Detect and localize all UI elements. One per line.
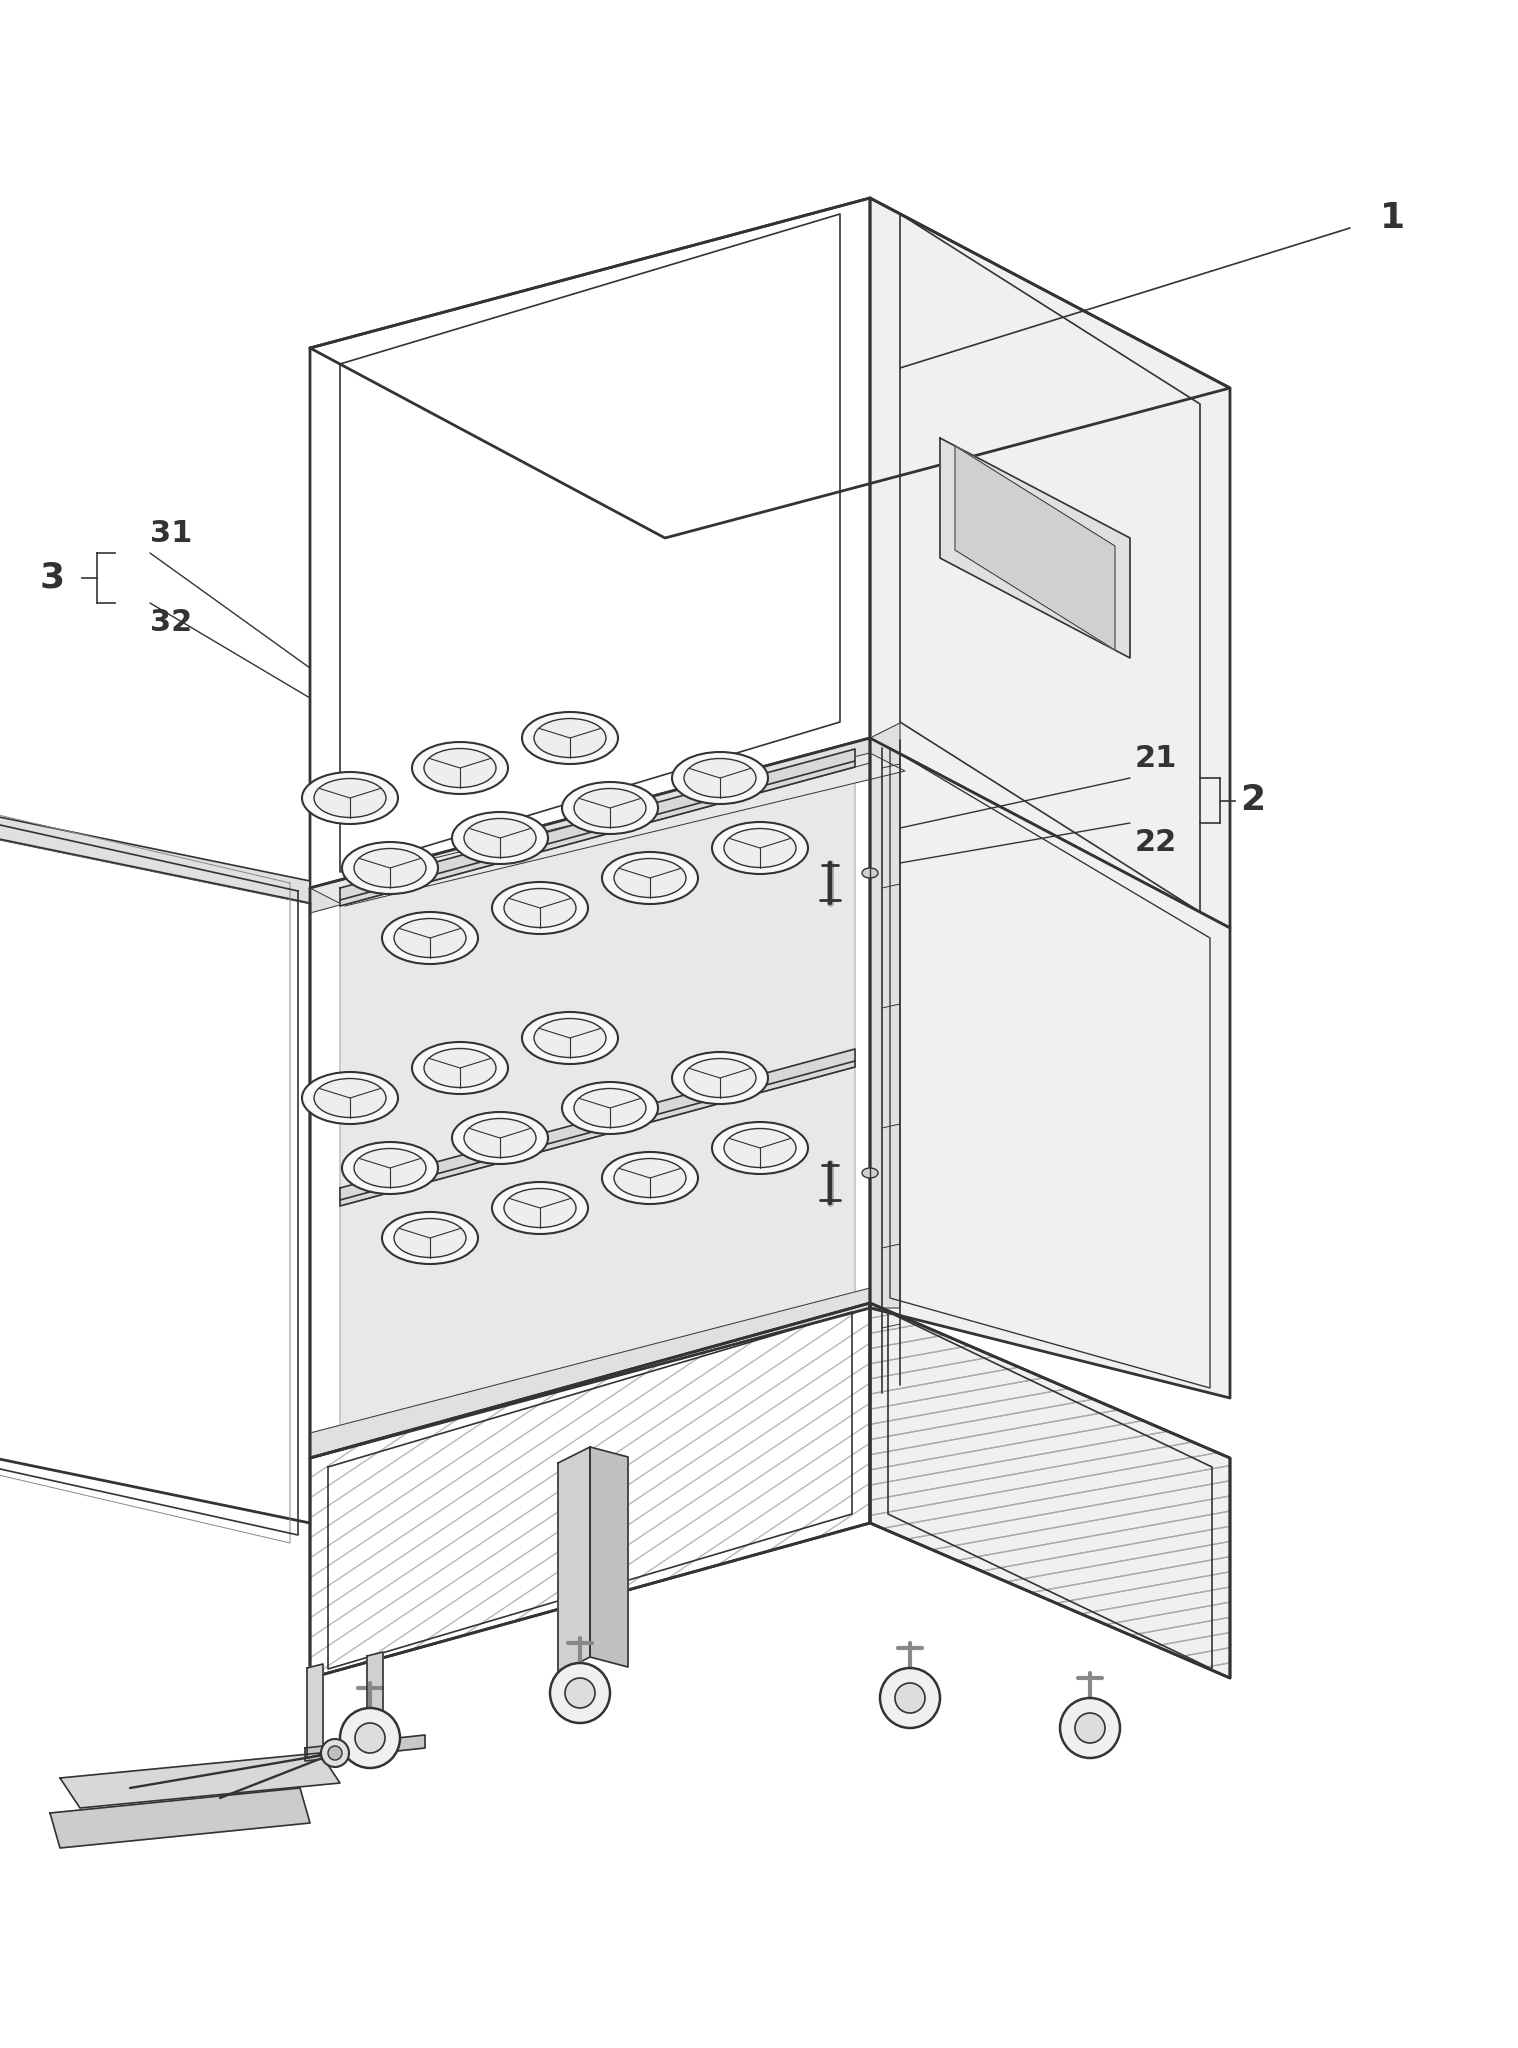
Circle shape [328, 1747, 342, 1759]
Polygon shape [870, 199, 1230, 928]
Ellipse shape [492, 883, 587, 934]
Ellipse shape [712, 1122, 808, 1174]
Polygon shape [340, 1049, 855, 1206]
Ellipse shape [534, 719, 606, 758]
Circle shape [550, 1663, 610, 1722]
Ellipse shape [862, 1167, 877, 1178]
Circle shape [320, 1739, 349, 1767]
Polygon shape [940, 438, 1129, 657]
Circle shape [880, 1667, 940, 1729]
Ellipse shape [613, 858, 686, 897]
Polygon shape [310, 737, 870, 913]
Polygon shape [955, 446, 1116, 649]
Text: 3: 3 [39, 561, 65, 596]
Text: 21: 21 [1135, 743, 1178, 772]
Ellipse shape [354, 1149, 427, 1188]
Ellipse shape [862, 868, 877, 879]
Ellipse shape [302, 772, 398, 823]
Polygon shape [61, 1753, 340, 1808]
Ellipse shape [574, 788, 647, 827]
Ellipse shape [395, 1219, 466, 1257]
Ellipse shape [314, 1079, 386, 1118]
Text: 22: 22 [1135, 827, 1178, 856]
Ellipse shape [302, 1071, 398, 1124]
Ellipse shape [712, 821, 808, 874]
Circle shape [565, 1677, 595, 1708]
Ellipse shape [504, 1188, 575, 1227]
Ellipse shape [342, 842, 439, 895]
Polygon shape [340, 750, 855, 905]
Ellipse shape [354, 848, 427, 887]
Ellipse shape [383, 1212, 478, 1264]
Ellipse shape [411, 1042, 509, 1094]
Ellipse shape [574, 1087, 647, 1128]
Ellipse shape [672, 752, 768, 805]
Ellipse shape [424, 1049, 496, 1087]
Polygon shape [870, 723, 900, 1309]
Text: 2: 2 [1240, 784, 1264, 817]
Ellipse shape [534, 1018, 606, 1057]
Ellipse shape [685, 1059, 756, 1098]
Polygon shape [50, 1788, 310, 1847]
Ellipse shape [424, 748, 496, 788]
Ellipse shape [685, 758, 756, 797]
Polygon shape [367, 1653, 383, 1747]
Ellipse shape [452, 811, 548, 864]
Ellipse shape [724, 829, 795, 868]
Text: 32: 32 [150, 608, 193, 637]
Polygon shape [310, 199, 1230, 539]
Ellipse shape [603, 852, 698, 903]
Ellipse shape [411, 741, 509, 795]
Ellipse shape [562, 782, 657, 834]
Ellipse shape [383, 911, 478, 965]
Ellipse shape [342, 1143, 439, 1194]
Ellipse shape [522, 1012, 618, 1065]
Polygon shape [310, 199, 870, 889]
Ellipse shape [522, 713, 618, 764]
Polygon shape [591, 1448, 628, 1667]
Ellipse shape [562, 1081, 657, 1135]
Ellipse shape [603, 1151, 698, 1204]
Ellipse shape [724, 1128, 795, 1167]
Polygon shape [307, 1663, 323, 1757]
Circle shape [1075, 1712, 1105, 1743]
Polygon shape [305, 1735, 425, 1761]
Polygon shape [870, 737, 1230, 1399]
Ellipse shape [492, 1182, 587, 1235]
Polygon shape [310, 1288, 870, 1458]
Polygon shape [0, 811, 310, 903]
Text: 1: 1 [1380, 201, 1406, 236]
Ellipse shape [314, 778, 386, 817]
Circle shape [1060, 1698, 1120, 1757]
Circle shape [355, 1722, 386, 1753]
Circle shape [896, 1683, 924, 1712]
Polygon shape [310, 1303, 870, 1677]
Ellipse shape [395, 918, 466, 958]
Polygon shape [310, 754, 905, 905]
Circle shape [340, 1708, 401, 1767]
Ellipse shape [465, 1118, 536, 1157]
Polygon shape [0, 834, 310, 1524]
Ellipse shape [672, 1053, 768, 1104]
Ellipse shape [465, 819, 536, 858]
Ellipse shape [613, 1159, 686, 1198]
Polygon shape [870, 1303, 1230, 1677]
Polygon shape [340, 758, 855, 1448]
Ellipse shape [504, 889, 575, 928]
Polygon shape [559, 1448, 591, 1673]
Ellipse shape [452, 1112, 548, 1163]
Text: 31: 31 [150, 518, 193, 549]
